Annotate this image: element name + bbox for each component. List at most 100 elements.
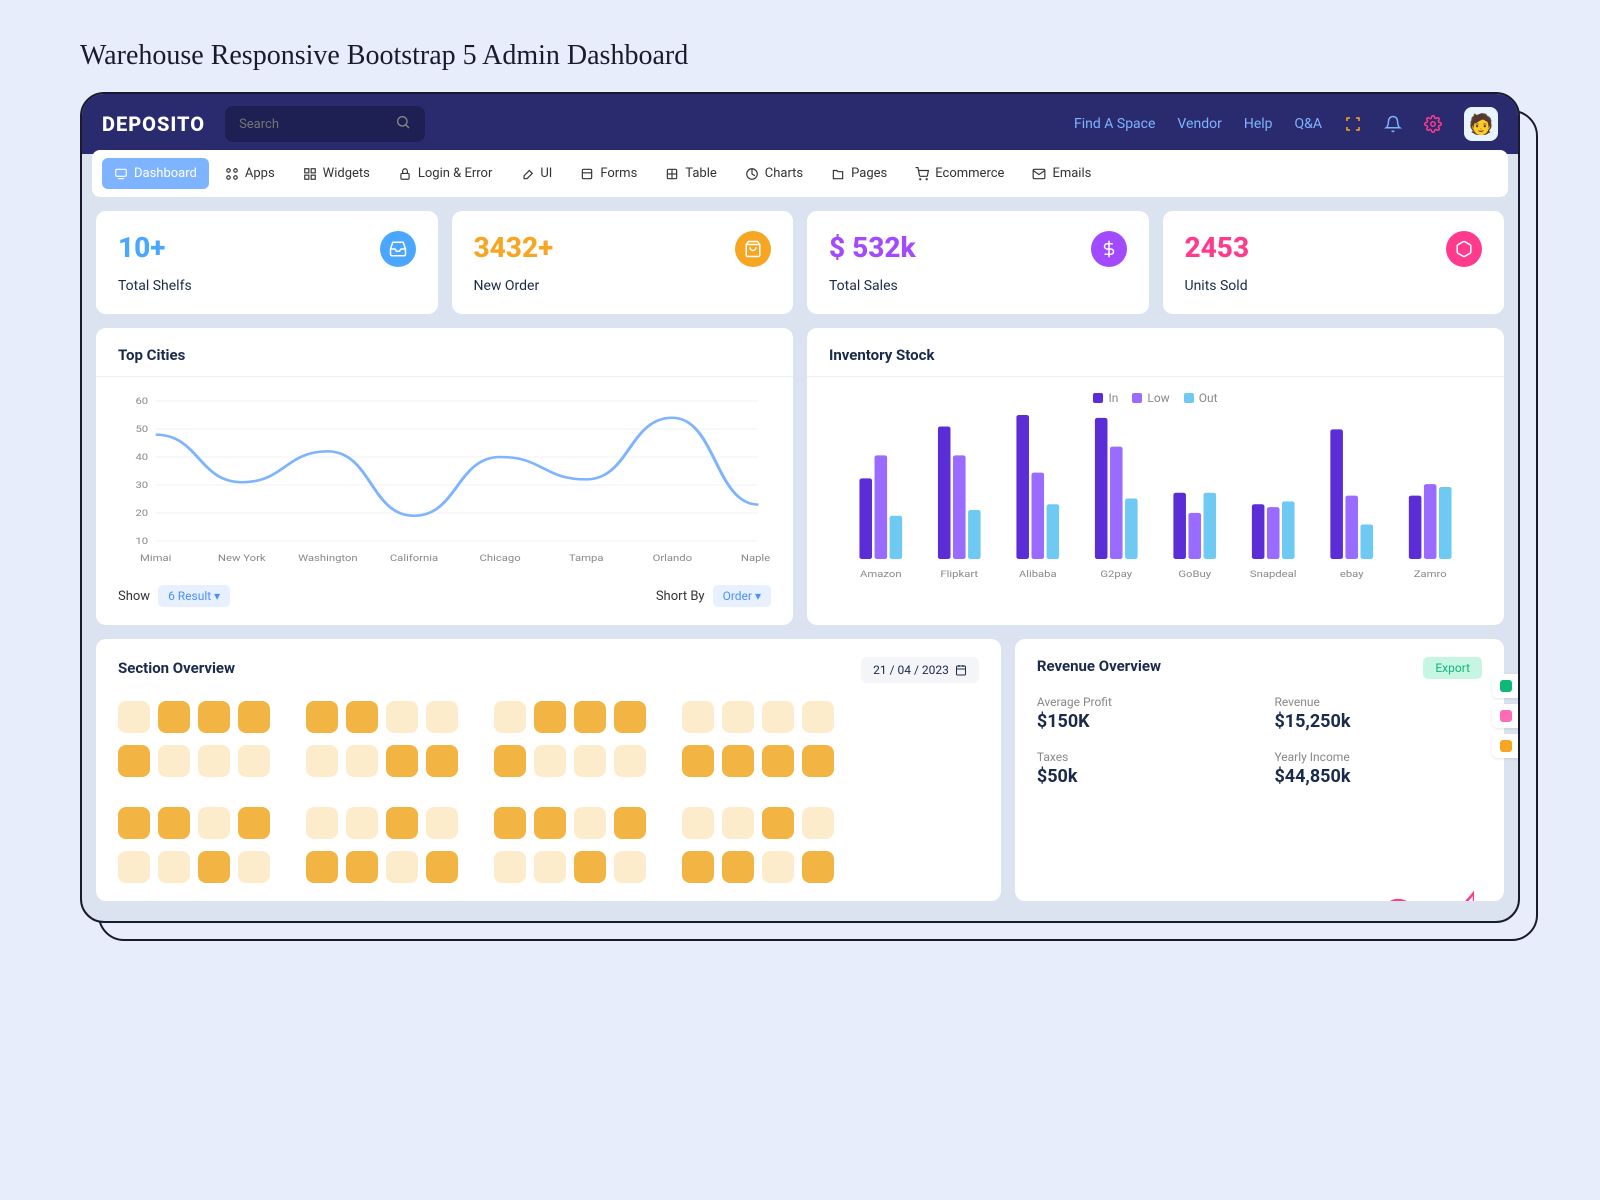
section-cell[interactable] (198, 701, 230, 733)
section-cell[interactable] (306, 745, 338, 777)
stats-row: 10+ Total Shelfs 3432+ New Order $ 532k … (96, 211, 1504, 314)
section-cell[interactable] (306, 807, 338, 839)
section-cell[interactable] (118, 745, 150, 777)
nav-charts[interactable]: Charts (733, 158, 815, 189)
section-cell[interactable] (426, 701, 458, 733)
nav-dashboard[interactable]: Dashboard (102, 158, 209, 189)
section-cell[interactable] (802, 745, 834, 777)
nav-icon (745, 167, 759, 181)
section-cell[interactable] (238, 807, 270, 839)
section-cell[interactable] (762, 851, 794, 883)
section-cell[interactable] (534, 851, 566, 883)
fullscreen-icon[interactable] (1344, 115, 1362, 133)
section-cell[interactable] (722, 807, 754, 839)
nav-emails[interactable]: Emails (1020, 158, 1103, 189)
section-cell[interactable] (574, 745, 606, 777)
top-link-vendor[interactable]: Vendor (1177, 116, 1221, 132)
export-button[interactable]: Export (1423, 657, 1482, 679)
nav-widgets[interactable]: Widgets (291, 158, 382, 189)
section-cell[interactable] (346, 851, 378, 883)
section-cell[interactable] (346, 745, 378, 777)
navbar: DashboardAppsWidgetsLogin & ErrorUIForms… (92, 150, 1508, 197)
section-cell[interactable] (426, 807, 458, 839)
revenue-value: $50k (1037, 766, 1245, 787)
section-cell[interactable] (306, 851, 338, 883)
section-cell[interactable] (614, 745, 646, 777)
nav-ecommerce[interactable]: Ecommerce (903, 158, 1016, 189)
section-cell[interactable] (722, 701, 754, 733)
section-cell[interactable] (158, 851, 190, 883)
section-cell[interactable] (762, 701, 794, 733)
section-cell[interactable] (574, 807, 606, 839)
section-cell[interactable] (802, 807, 834, 839)
side-tab[interactable] (1492, 734, 1520, 758)
stat-label: Total Sales (829, 278, 1127, 294)
section-cell[interactable] (426, 745, 458, 777)
section-cell[interactable] (386, 745, 418, 777)
section-cell[interactable] (802, 851, 834, 883)
section-cell[interactable] (158, 807, 190, 839)
search-input[interactable] (239, 117, 385, 132)
section-cell[interactable] (722, 745, 754, 777)
section-cell[interactable] (614, 701, 646, 733)
section-cell[interactable] (494, 701, 526, 733)
show-results-button[interactable]: 6 Result ▾ (158, 585, 230, 607)
section-cell[interactable] (682, 701, 714, 733)
top-link-findspace[interactable]: Find A Space (1074, 116, 1155, 132)
section-cell[interactable] (118, 851, 150, 883)
section-cell[interactable] (494, 745, 526, 777)
section-cell[interactable] (386, 701, 418, 733)
section-cell[interactable] (386, 851, 418, 883)
section-cell[interactable] (574, 701, 606, 733)
section-cell[interactable] (198, 807, 230, 839)
nav-table[interactable]: Table (653, 158, 728, 189)
nav-apps[interactable]: Apps (213, 158, 287, 189)
section-cell[interactable] (682, 851, 714, 883)
section-cell[interactable] (494, 851, 526, 883)
avatar[interactable]: 🧑 (1464, 107, 1498, 141)
bell-icon[interactable] (1384, 115, 1402, 133)
section-cell[interactable] (682, 807, 714, 839)
section-cell[interactable] (306, 701, 338, 733)
top-link-qa[interactable]: Q&A (1295, 116, 1322, 132)
nav-forms[interactable]: Forms (568, 158, 649, 189)
section-cell[interactable] (762, 807, 794, 839)
date-picker[interactable]: 21 / 04 / 2023 (861, 657, 979, 683)
section-cell[interactable] (534, 807, 566, 839)
nav-login-error[interactable]: Login & Error (386, 158, 504, 189)
section-cell[interactable] (198, 851, 230, 883)
section-cell[interactable] (238, 851, 270, 883)
section-cell[interactable] (198, 745, 230, 777)
search-wrap[interactable] (225, 106, 425, 142)
gear-icon[interactable] (1424, 115, 1442, 133)
section-cell[interactable] (762, 745, 794, 777)
section-cell[interactable] (722, 851, 754, 883)
section-cell[interactable] (426, 851, 458, 883)
svg-text:Chicago: Chicago (480, 554, 521, 564)
section-cell[interactable] (346, 807, 378, 839)
side-tab[interactable] (1492, 674, 1520, 698)
stat-label: Total Shelfs (118, 278, 416, 294)
section-cell[interactable] (238, 701, 270, 733)
section-cell[interactable] (614, 851, 646, 883)
section-cell[interactable] (614, 807, 646, 839)
section-cell[interactable] (574, 851, 606, 883)
section-cell[interactable] (386, 807, 418, 839)
section-cell[interactable] (118, 807, 150, 839)
sort-by-button[interactable]: Order ▾ (713, 585, 771, 607)
svg-text:Naples: Naples (741, 554, 771, 564)
section-cell[interactable] (346, 701, 378, 733)
section-cell[interactable] (802, 701, 834, 733)
nav-pages[interactable]: Pages (819, 158, 899, 189)
section-cell[interactable] (118, 701, 150, 733)
section-cell[interactable] (534, 745, 566, 777)
section-cell[interactable] (682, 745, 714, 777)
top-link-help[interactable]: Help (1244, 116, 1273, 132)
nav-ui[interactable]: UI (508, 158, 564, 189)
section-cell[interactable] (238, 745, 270, 777)
section-cell[interactable] (494, 807, 526, 839)
section-cell[interactable] (158, 745, 190, 777)
side-tab[interactable] (1492, 704, 1520, 728)
section-cell[interactable] (534, 701, 566, 733)
section-cell[interactable] (158, 701, 190, 733)
